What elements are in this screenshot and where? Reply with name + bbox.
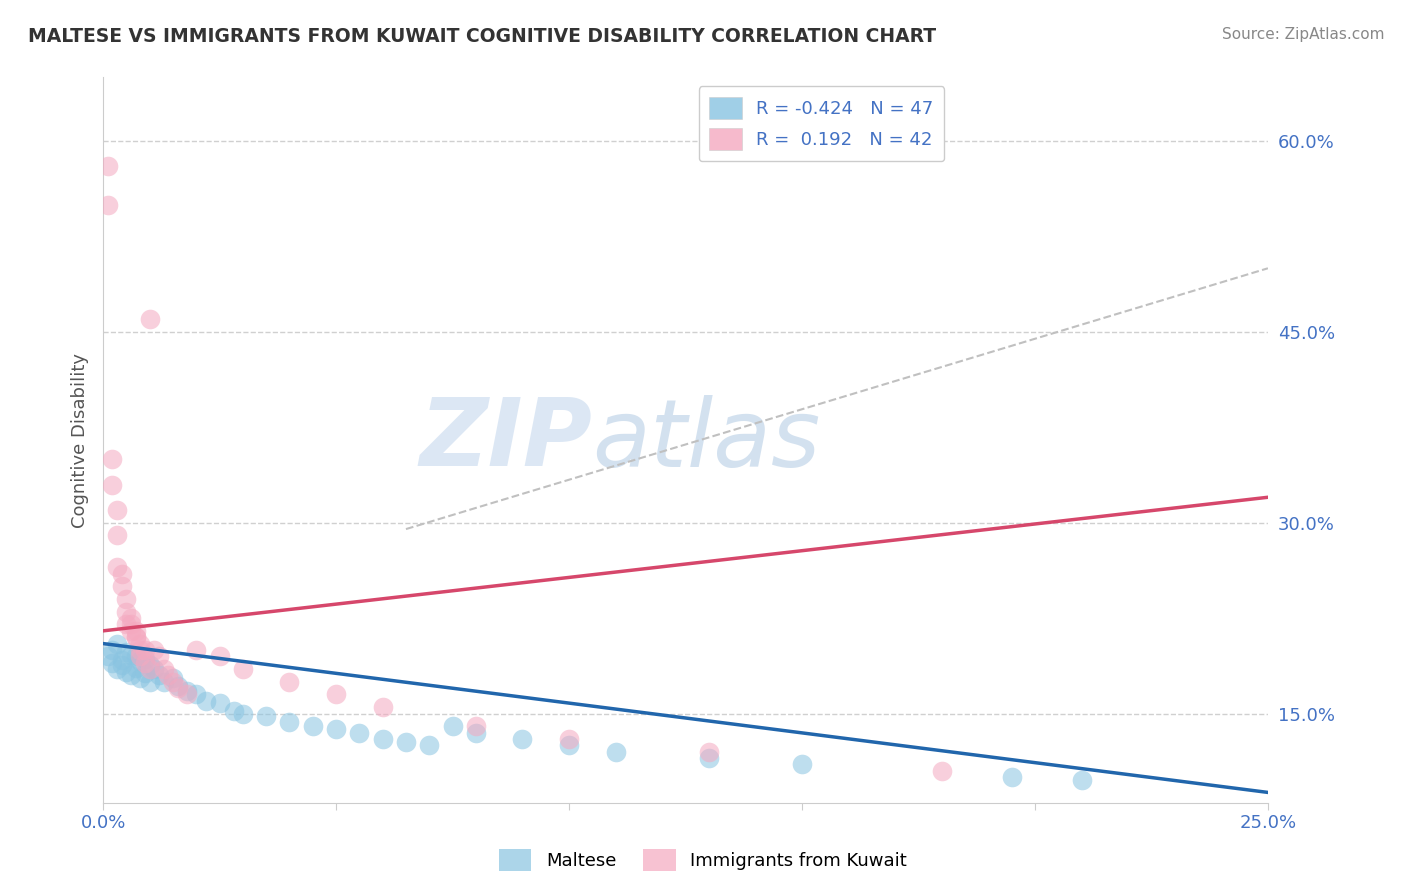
Point bbox=[441, 719, 464, 733]
Legend: R = -0.424   N = 47, R =  0.192   N = 42: R = -0.424 N = 47, R = 0.192 N = 42 bbox=[699, 87, 945, 161]
Point bbox=[697, 745, 720, 759]
Point bbox=[278, 715, 301, 730]
Point bbox=[105, 528, 128, 542]
Point bbox=[134, 665, 156, 680]
Point bbox=[120, 648, 142, 662]
Point bbox=[278, 674, 301, 689]
Point bbox=[208, 697, 231, 711]
Point bbox=[208, 649, 231, 664]
Point bbox=[125, 649, 148, 664]
Text: MALTESE VS IMMIGRANTS FROM KUWAIT COGNITIVE DISABILITY CORRELATION CHART: MALTESE VS IMMIGRANTS FROM KUWAIT COGNIT… bbox=[28, 27, 936, 45]
Point bbox=[115, 665, 138, 679]
Point bbox=[143, 643, 166, 657]
Point bbox=[129, 671, 152, 685]
Point bbox=[1001, 770, 1024, 784]
Point bbox=[931, 764, 953, 778]
Point bbox=[115, 617, 138, 632]
Point bbox=[790, 757, 813, 772]
Point bbox=[371, 700, 394, 714]
Point bbox=[115, 605, 138, 619]
Point bbox=[134, 656, 156, 670]
Point bbox=[464, 719, 486, 733]
Point bbox=[134, 643, 156, 657]
Point bbox=[125, 661, 148, 675]
Point bbox=[395, 734, 418, 748]
Point bbox=[176, 688, 198, 702]
Point bbox=[512, 731, 534, 746]
Point bbox=[105, 636, 128, 650]
Point bbox=[166, 681, 188, 695]
Point bbox=[120, 624, 142, 638]
Legend: Maltese, Immigrants from Kuwait: Maltese, Immigrants from Kuwait bbox=[492, 842, 914, 879]
Point bbox=[101, 477, 124, 491]
Point bbox=[125, 630, 148, 644]
Point bbox=[111, 566, 134, 581]
Point bbox=[129, 643, 152, 657]
Point bbox=[120, 617, 142, 632]
Point bbox=[325, 688, 347, 702]
Point bbox=[222, 704, 245, 718]
Point bbox=[115, 645, 138, 659]
Point bbox=[105, 560, 128, 574]
Point bbox=[125, 630, 148, 644]
Y-axis label: Cognitive Disability: Cognitive Disability bbox=[72, 352, 89, 527]
Point bbox=[138, 674, 160, 689]
Point bbox=[101, 452, 124, 467]
Point bbox=[301, 719, 323, 733]
Point bbox=[101, 656, 124, 670]
Point bbox=[558, 731, 581, 746]
Point bbox=[152, 674, 174, 689]
Point bbox=[186, 688, 208, 702]
Point bbox=[120, 611, 142, 625]
Point bbox=[138, 312, 160, 326]
Text: ZIP: ZIP bbox=[419, 394, 592, 486]
Point bbox=[148, 668, 170, 682]
Point bbox=[101, 643, 124, 657]
Point bbox=[105, 662, 128, 676]
Point bbox=[166, 679, 188, 693]
Point bbox=[1070, 772, 1092, 787]
Point bbox=[134, 652, 156, 666]
Point bbox=[157, 668, 180, 682]
Point bbox=[162, 674, 184, 689]
Point bbox=[558, 739, 581, 753]
Point bbox=[125, 624, 148, 638]
Point bbox=[129, 649, 152, 664]
Point bbox=[232, 662, 254, 676]
Text: atlas: atlas bbox=[592, 394, 821, 485]
Point bbox=[138, 662, 160, 676]
Point bbox=[418, 739, 440, 753]
Point bbox=[138, 658, 160, 673]
Point bbox=[194, 694, 217, 708]
Point bbox=[97, 197, 120, 211]
Point bbox=[349, 725, 371, 739]
Point bbox=[232, 706, 254, 721]
Point bbox=[143, 662, 166, 676]
Point bbox=[176, 683, 198, 698]
Point bbox=[111, 658, 134, 673]
Point bbox=[371, 731, 394, 746]
Text: Source: ZipAtlas.com: Source: ZipAtlas.com bbox=[1222, 27, 1385, 42]
Point bbox=[152, 662, 174, 676]
Point bbox=[129, 636, 152, 650]
Point bbox=[97, 649, 120, 664]
Point bbox=[464, 725, 486, 739]
Point bbox=[697, 751, 720, 765]
Point bbox=[325, 722, 347, 736]
Point bbox=[162, 671, 184, 685]
Point bbox=[97, 160, 120, 174]
Point bbox=[148, 649, 170, 664]
Point bbox=[111, 579, 134, 593]
Point bbox=[111, 653, 134, 667]
Point bbox=[105, 503, 128, 517]
Point bbox=[115, 592, 138, 607]
Point bbox=[129, 654, 152, 668]
Point bbox=[605, 745, 627, 759]
Point bbox=[254, 709, 277, 723]
Point bbox=[186, 643, 208, 657]
Point bbox=[120, 668, 142, 682]
